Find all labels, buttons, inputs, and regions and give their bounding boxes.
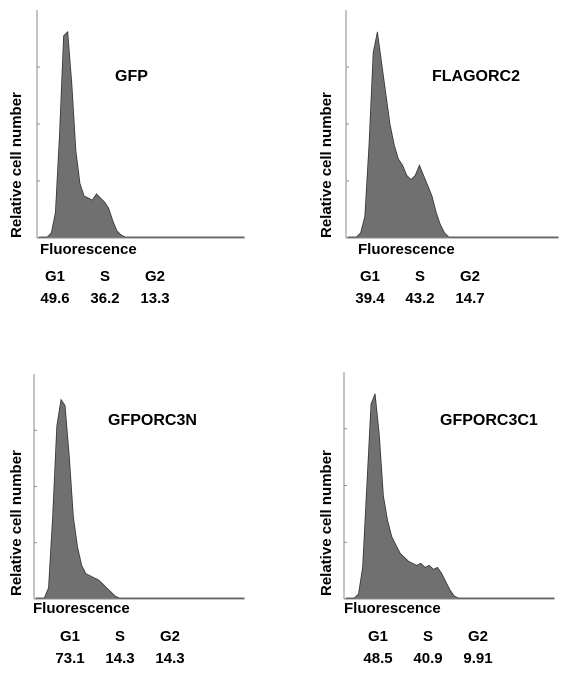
phase-label: G1 [367, 628, 388, 645]
y-axis-label: Relative cell number [318, 450, 335, 596]
x-axis-label: Fluorescence [40, 241, 137, 258]
phase-percentage: 73.1 [55, 650, 85, 667]
phase-percentage: 14.3 [155, 650, 185, 667]
x-axis-label: Fluorescence [33, 600, 130, 617]
phase-percentage: 13.3 [140, 290, 170, 307]
phase-percentage: 14.3 [105, 650, 135, 667]
phase-label: G2 [467, 628, 488, 645]
phase-label: S [114, 628, 125, 645]
phase-label: G1 [359, 268, 380, 285]
phase-percentage: 39.4 [355, 290, 385, 307]
phase-label: G2 [459, 268, 480, 285]
histogram-area [345, 393, 555, 600]
phase-percentage: 40.9 [413, 650, 443, 667]
phase-label: S [422, 628, 433, 645]
x-axis-label: Fluorescence [358, 241, 455, 258]
phase-percentage: 14.7 [455, 290, 485, 307]
phase-label: G1 [44, 268, 65, 285]
phase-percentage: 36.2 [90, 290, 120, 307]
phase-label: S [99, 268, 110, 285]
chart-title: GFPORC3N [108, 412, 197, 429]
phase-percentage: 9.91 [463, 650, 493, 667]
phase-label: G1 [59, 628, 80, 645]
chart-title: FLAGORC2 [432, 68, 520, 85]
chart-title: GFPORC3C1 [440, 412, 538, 429]
phase-percentage: 49.6 [40, 290, 70, 307]
x-axis-label: Fluorescence [344, 600, 441, 617]
phase-percentage: 48.5 [363, 650, 393, 667]
histogram-area [38, 30, 245, 239]
phase-percentage: 43.2 [405, 290, 435, 307]
histogram-area [347, 31, 559, 239]
phase-label: G2 [144, 268, 165, 285]
chart-title: GFP [115, 68, 148, 85]
histogram-area [35, 398, 245, 600]
phase-label: G2 [159, 628, 180, 645]
phase-label: S [414, 268, 425, 285]
